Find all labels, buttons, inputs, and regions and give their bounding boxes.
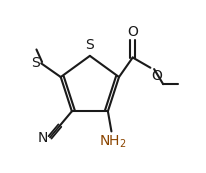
Text: S: S (31, 56, 39, 70)
Text: N: N (37, 131, 48, 145)
Text: O: O (151, 69, 161, 83)
Text: O: O (127, 25, 137, 39)
Text: S: S (85, 38, 94, 52)
Text: NH$_2$: NH$_2$ (99, 133, 126, 149)
